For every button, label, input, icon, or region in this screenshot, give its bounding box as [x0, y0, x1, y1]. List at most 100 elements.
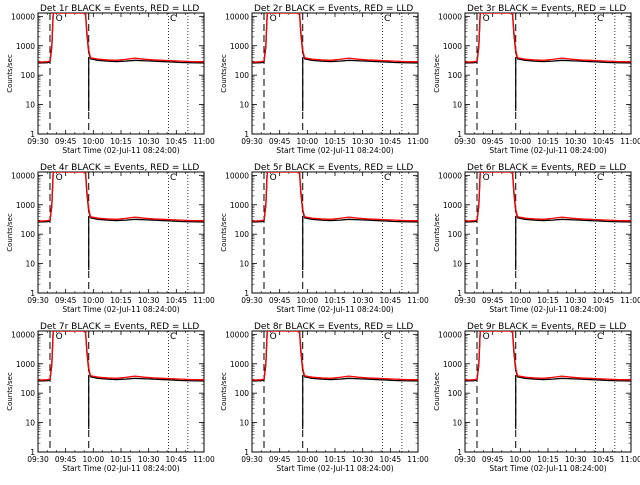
- x-tick-label: 09:30: [27, 137, 49, 146]
- x-tick-label: 10:30: [138, 296, 160, 305]
- detector-panel-det5: Det 5r BLACK = Events, RED = LLD Counts/s…: [220, 163, 429, 314]
- x-tick-label: 10:00: [510, 296, 532, 305]
- y-axis-label: Counts/sec: [433, 372, 441, 411]
- y-axis-label: Counts/sec: [433, 54, 441, 93]
- x-tick-label: 09:45: [269, 296, 291, 305]
- y-tick-label: 10: [25, 419, 35, 428]
- x-tick-label: 10:45: [380, 296, 402, 305]
- y-tick-label: 10: [239, 419, 249, 428]
- y-tick-label: 10000: [11, 12, 35, 21]
- marker-c: C: [597, 173, 603, 183]
- x-tick-label: 10:15: [324, 455, 346, 464]
- x-tick-label: 11:00: [193, 137, 215, 146]
- marker-c: C: [170, 173, 176, 183]
- y-tick-label: 10000: [225, 171, 249, 180]
- lld-series-line: [465, 331, 631, 381]
- panel-title: Det 6r BLACK = Events, RED = LLD: [467, 163, 626, 173]
- x-tick-label: 10:30: [138, 455, 160, 464]
- x-axis-label: Start Time (02-Jul-11 08:24:00): [276, 146, 393, 155]
- y-tick-label: 10: [25, 101, 35, 110]
- events-series-line: [465, 13, 631, 64]
- y-tick-label: 100: [448, 389, 463, 398]
- plot-frame: [37, 330, 205, 453]
- y-tick-label: 100: [21, 230, 36, 239]
- y-tick-label: 1000: [16, 360, 35, 369]
- marker-o: O: [56, 14, 63, 24]
- series-group: [465, 331, 631, 430]
- y-tick-label: 100: [448, 71, 463, 80]
- x-tick-label: 10:45: [166, 455, 188, 464]
- y-tick-label: 1: [244, 448, 249, 457]
- x-tick-label: 10:45: [593, 296, 615, 305]
- y-tick-label: 1000: [230, 201, 249, 210]
- series-group: [252, 172, 418, 271]
- lld-series-line: [38, 13, 204, 63]
- x-tick-label: 10:00: [83, 455, 105, 464]
- detector-panel-det8: Det 8r BLACK = Events, RED = LLD Counts/s…: [220, 322, 429, 473]
- x-tick-label: 10:00: [83, 137, 105, 146]
- detector-panel-det3: Det 3r BLACK = Events, RED = LLD Counts/s…: [433, 4, 640, 155]
- x-tick-label: 10:00: [510, 455, 532, 464]
- y-tick-label: 10000: [438, 171, 462, 180]
- events-series-line: [252, 13, 418, 64]
- x-tick-label: 10:15: [537, 455, 559, 464]
- x-tick-label: 10:00: [297, 296, 319, 305]
- lld-series-line: [252, 13, 418, 63]
- y-axis-label: Counts/sec: [6, 213, 14, 252]
- events-series-line: [38, 172, 204, 223]
- lld-series-line: [252, 331, 418, 381]
- x-axis-label: Start Time (02-Jul-11 08:24:00): [276, 464, 393, 473]
- x-tick-label: 11:00: [407, 137, 429, 146]
- x-tick-label: 10:45: [166, 296, 188, 305]
- x-tick-label: 10:30: [138, 137, 160, 146]
- plot-frame: [464, 330, 632, 453]
- x-tick-label: 10:30: [352, 137, 374, 146]
- y-axis-label: Counts/sec: [6, 372, 14, 411]
- lld-series-line: [465, 13, 631, 63]
- panel-title: Det 3r BLACK = Events, RED = LLD: [467, 4, 626, 14]
- x-axis-label: Start Time (02-Jul-11 08:24:00): [62, 146, 179, 155]
- y-tick-label: 1: [30, 448, 35, 457]
- detector-panel-det2: Det 2r BLACK = Events, RED = LLD Counts/s…: [220, 4, 429, 155]
- y-axis-label: Counts/sec: [220, 54, 228, 93]
- y-tick-label: 100: [21, 71, 36, 80]
- y-tick-label: 10000: [438, 330, 462, 339]
- series-group: [465, 172, 631, 271]
- marker-c: C: [384, 14, 390, 24]
- x-tick-label: 10:15: [110, 455, 132, 464]
- panel-title: Det 7r BLACK = Events, RED = LLD: [40, 322, 199, 332]
- x-tick-label: 11:00: [620, 455, 640, 464]
- lld-series-line: [38, 172, 204, 222]
- series-group: [38, 13, 204, 112]
- x-tick-label: 09:45: [482, 137, 504, 146]
- plot-frame: [464, 171, 632, 294]
- plot-frame: [464, 12, 632, 135]
- y-tick-label: 10: [25, 260, 35, 269]
- y-tick-label: 10000: [11, 330, 35, 339]
- y-tick-label: 100: [21, 389, 36, 398]
- x-tick-label: 11:00: [407, 455, 429, 464]
- panel-title: Det 1r BLACK = Events, RED = LLD: [40, 4, 199, 14]
- x-tick-label: 09:45: [55, 455, 77, 464]
- y-axis-label: Counts/sec: [220, 213, 228, 252]
- events-series-line: [38, 13, 204, 64]
- lld-series-line: [38, 331, 204, 381]
- events-series-line: [465, 172, 631, 223]
- marker-c: C: [384, 173, 390, 183]
- x-tick-label: 09:30: [27, 455, 49, 464]
- x-tick-label: 09:45: [482, 455, 504, 464]
- x-axis-label: Start Time (02-Jul-11 08:24:00): [62, 305, 179, 314]
- x-tick-label: 10:00: [510, 137, 532, 146]
- x-axis-label: Start Time (02-Jul-11 08:24:00): [489, 464, 606, 473]
- x-tick-label: 09:30: [241, 296, 263, 305]
- y-tick-label: 1000: [443, 42, 462, 51]
- x-tick-label: 10:45: [593, 137, 615, 146]
- y-tick-label: 1000: [443, 201, 462, 210]
- y-tick-label: 10000: [225, 12, 249, 21]
- x-axis-label: Start Time (02-Jul-11 08:24:00): [489, 305, 606, 314]
- x-tick-label: 10:30: [565, 137, 587, 146]
- x-tick-label: 11:00: [193, 455, 215, 464]
- panel-title: Det 8r BLACK = Events, RED = LLD: [254, 322, 413, 332]
